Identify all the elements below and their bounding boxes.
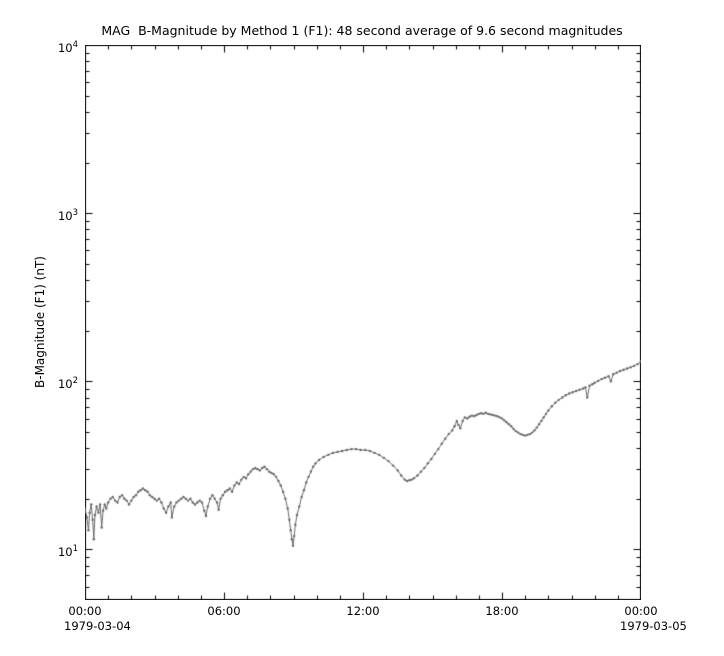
y-tick-label: 104 [57, 40, 78, 55]
x-tick-label: 06:00 [207, 604, 241, 618]
y-tick-label: 102 [57, 376, 78, 391]
plot-canvas [85, 45, 641, 600]
x-tick-label: 12:00 [346, 604, 380, 618]
y-tick-label: 103 [57, 208, 78, 223]
x-date-left: 1979-03-04 [64, 619, 131, 633]
chart-title: MAG B-Magnitude by Method 1 (F1): 48 sec… [101, 23, 623, 38]
x-tick-label: 18:00 [485, 604, 519, 618]
x-date-right: 1979-03-05 [620, 619, 687, 633]
x-tick-label: 00:00 [68, 604, 102, 618]
y-tick-label: 101 [57, 544, 78, 559]
y-axis-label: B-Magnitude (F1) (nT) [33, 256, 47, 388]
x-tick-label: 00:00 [624, 604, 658, 618]
